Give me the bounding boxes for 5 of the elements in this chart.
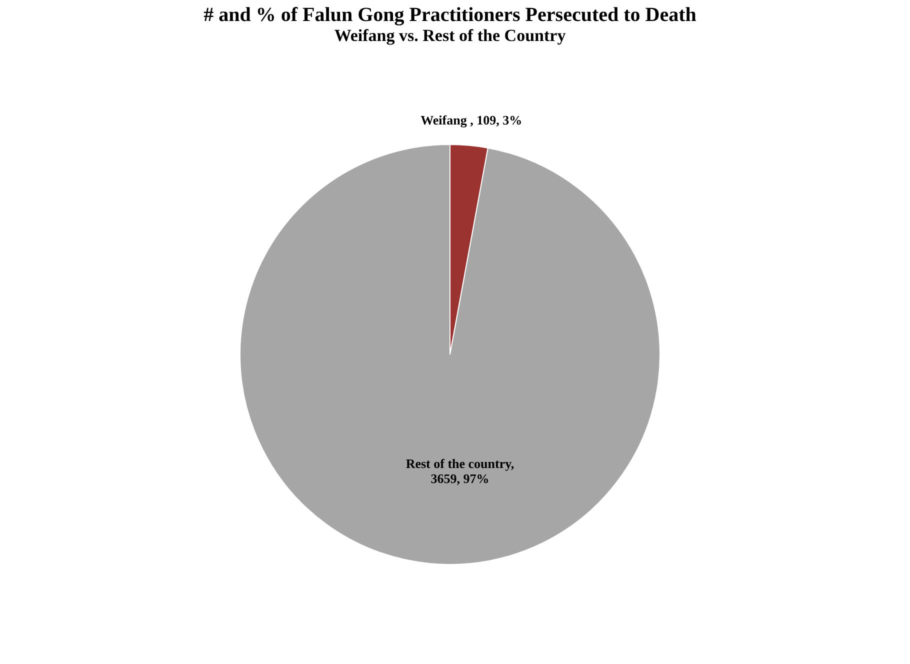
pie-slice	[240, 144, 660, 565]
slice-label: Weifang , 109, 3%	[420, 112, 522, 128]
chart-title: # and % of Falun Gong Practitioners Persecuted to Death	[204, 4, 696, 26]
slice-label: Rest of the country, 3659, 97%	[406, 456, 514, 486]
chart-subtitle: Weifang vs. Rest of the Country	[334, 26, 566, 45]
